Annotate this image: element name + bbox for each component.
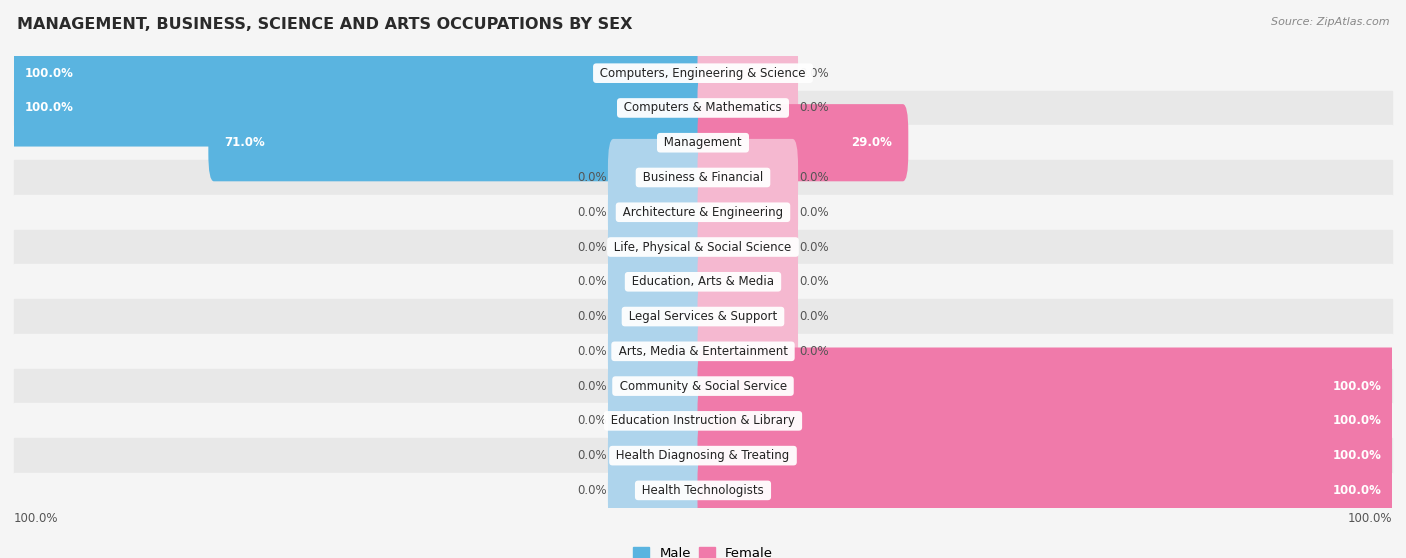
Text: 100.0%: 100.0% [1333, 379, 1382, 393]
FancyBboxPatch shape [697, 417, 1398, 494]
Text: 100.0%: 100.0% [24, 102, 73, 114]
Text: Computers, Engineering & Science: Computers, Engineering & Science [596, 67, 810, 80]
Text: 0.0%: 0.0% [576, 484, 606, 497]
Text: Business & Financial: Business & Financial [638, 171, 768, 184]
FancyBboxPatch shape [697, 104, 908, 181]
Text: Arts, Media & Entertainment: Arts, Media & Entertainment [614, 345, 792, 358]
Text: 100.0%: 100.0% [1333, 484, 1382, 497]
Text: 0.0%: 0.0% [800, 310, 830, 323]
FancyBboxPatch shape [8, 35, 709, 112]
FancyBboxPatch shape [697, 174, 799, 251]
Text: Source: ZipAtlas.com: Source: ZipAtlas.com [1271, 17, 1389, 27]
Text: Life, Physical & Social Science: Life, Physical & Social Science [610, 240, 796, 253]
FancyBboxPatch shape [607, 452, 709, 529]
FancyBboxPatch shape [607, 278, 709, 355]
FancyBboxPatch shape [607, 174, 709, 251]
Text: 0.0%: 0.0% [576, 449, 606, 462]
Text: 0.0%: 0.0% [800, 275, 830, 288]
Text: 0.0%: 0.0% [576, 206, 606, 219]
Text: 0.0%: 0.0% [800, 67, 830, 80]
Bar [14, 160, 1392, 195]
Bar [14, 438, 1392, 473]
Text: Education Instruction & Library: Education Instruction & Library [607, 415, 799, 427]
Text: 0.0%: 0.0% [800, 171, 830, 184]
Bar [14, 126, 1392, 160]
FancyBboxPatch shape [697, 243, 799, 320]
FancyBboxPatch shape [607, 417, 709, 494]
Bar [14, 369, 1392, 403]
Text: 100.0%: 100.0% [1333, 449, 1382, 462]
Bar [14, 299, 1392, 334]
Text: 0.0%: 0.0% [576, 379, 606, 393]
Bar [14, 473, 1392, 508]
Text: 100.0%: 100.0% [1333, 415, 1382, 427]
Text: 0.0%: 0.0% [800, 206, 830, 219]
FancyBboxPatch shape [697, 139, 799, 216]
Text: 0.0%: 0.0% [800, 102, 830, 114]
FancyBboxPatch shape [697, 209, 799, 286]
Text: 0.0%: 0.0% [800, 345, 830, 358]
FancyBboxPatch shape [607, 139, 709, 216]
FancyBboxPatch shape [697, 452, 1398, 529]
Legend: Male, Female: Male, Female [633, 547, 773, 558]
Text: 29.0%: 29.0% [852, 136, 893, 149]
FancyBboxPatch shape [8, 69, 709, 147]
FancyBboxPatch shape [607, 312, 709, 390]
Text: Computers & Mathematics: Computers & Mathematics [620, 102, 786, 114]
FancyBboxPatch shape [697, 348, 1398, 425]
Text: 0.0%: 0.0% [576, 345, 606, 358]
Text: Legal Services & Support: Legal Services & Support [626, 310, 780, 323]
Text: Community & Social Service: Community & Social Service [616, 379, 790, 393]
FancyBboxPatch shape [607, 348, 709, 425]
FancyBboxPatch shape [607, 382, 709, 459]
FancyBboxPatch shape [607, 243, 709, 320]
Bar [14, 334, 1392, 369]
Text: 71.0%: 71.0% [224, 136, 264, 149]
Bar [14, 195, 1392, 230]
Bar [14, 230, 1392, 264]
Text: 100.0%: 100.0% [1347, 512, 1392, 525]
Text: MANAGEMENT, BUSINESS, SCIENCE AND ARTS OCCUPATIONS BY SEX: MANAGEMENT, BUSINESS, SCIENCE AND ARTS O… [17, 17, 633, 32]
FancyBboxPatch shape [697, 69, 799, 147]
FancyBboxPatch shape [697, 312, 799, 390]
Text: Management: Management [661, 136, 745, 149]
Text: Education, Arts & Media: Education, Arts & Media [628, 275, 778, 288]
Text: Health Diagnosing & Treating: Health Diagnosing & Treating [613, 449, 793, 462]
Text: 100.0%: 100.0% [24, 67, 73, 80]
Text: 0.0%: 0.0% [576, 415, 606, 427]
Text: 0.0%: 0.0% [800, 240, 830, 253]
FancyBboxPatch shape [697, 35, 799, 112]
Bar [14, 56, 1392, 90]
Text: 0.0%: 0.0% [576, 310, 606, 323]
Text: 0.0%: 0.0% [576, 240, 606, 253]
FancyBboxPatch shape [208, 104, 709, 181]
Text: 100.0%: 100.0% [14, 512, 59, 525]
FancyBboxPatch shape [697, 382, 1398, 459]
Text: Architecture & Engineering: Architecture & Engineering [619, 206, 787, 219]
Bar [14, 264, 1392, 299]
Text: Health Technologists: Health Technologists [638, 484, 768, 497]
FancyBboxPatch shape [607, 209, 709, 286]
Bar [14, 403, 1392, 438]
Text: 0.0%: 0.0% [576, 275, 606, 288]
Text: 0.0%: 0.0% [576, 171, 606, 184]
FancyBboxPatch shape [697, 278, 799, 355]
Bar [14, 90, 1392, 126]
